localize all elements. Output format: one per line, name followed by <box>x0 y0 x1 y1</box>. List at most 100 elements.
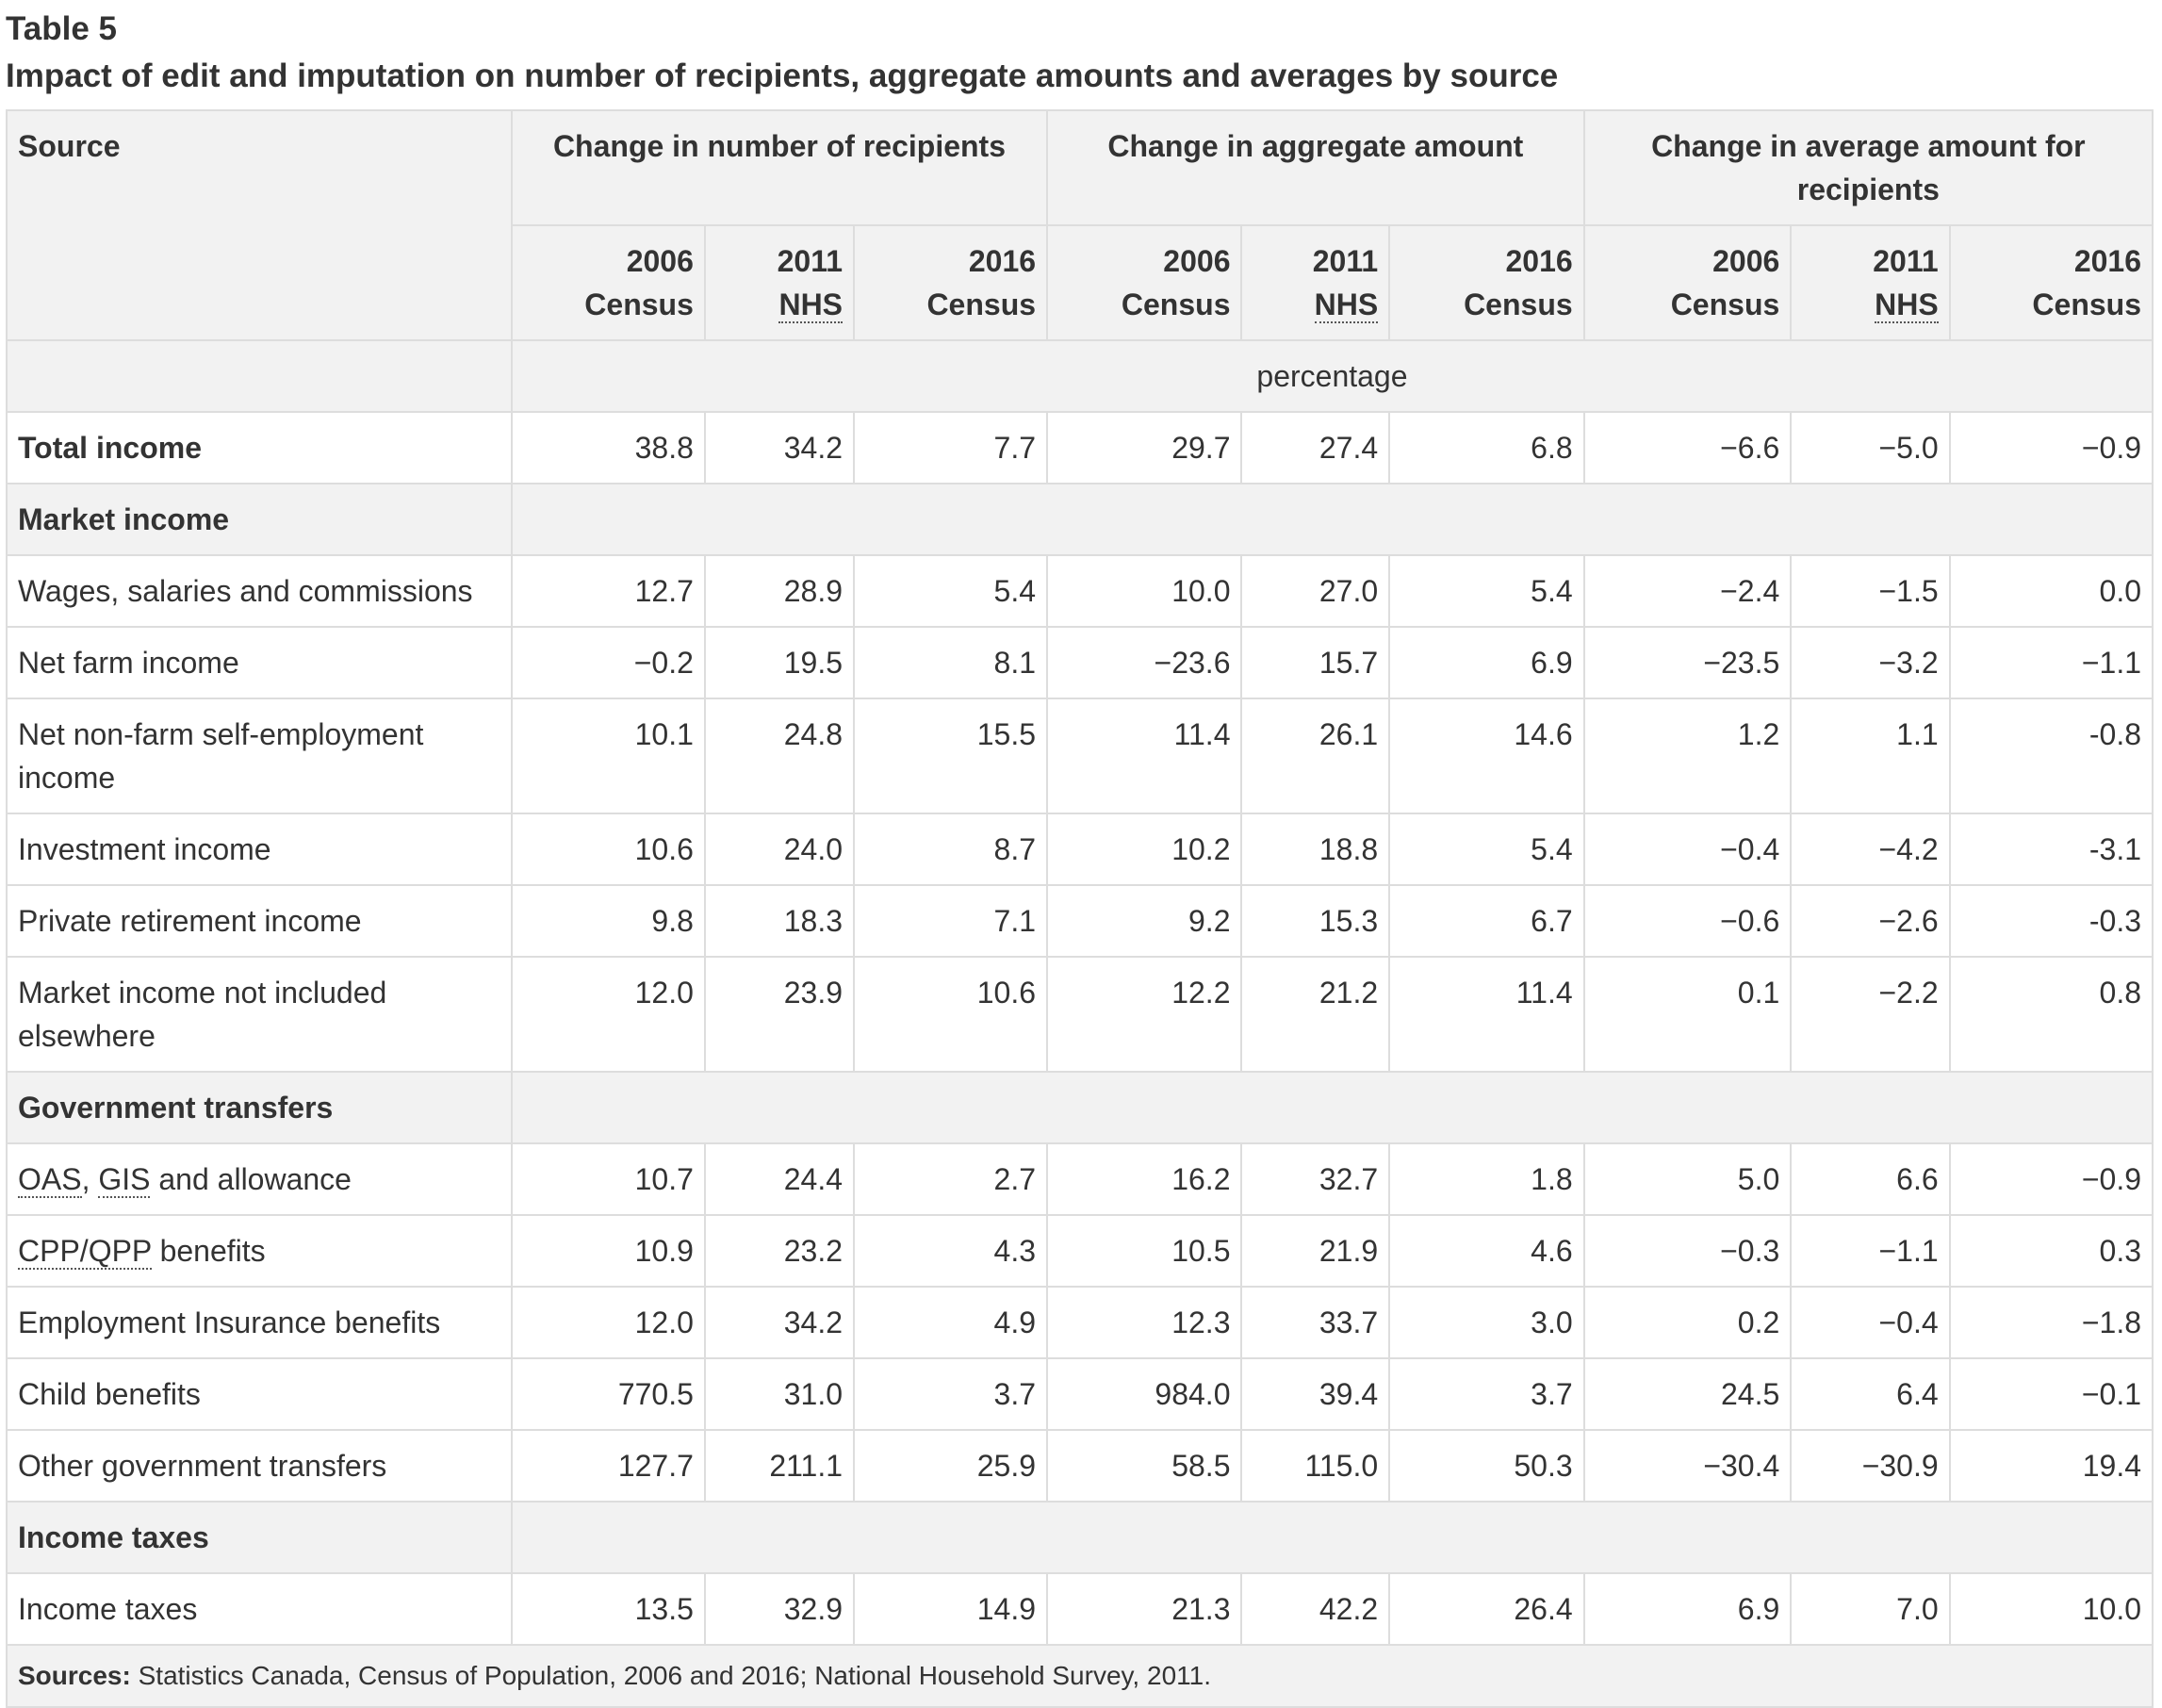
header-row-unit: percentage <box>6 339 2154 413</box>
cell-value: 42.2 <box>1240 1572 1391 1646</box>
table-number: Table 5 <box>6 10 118 47</box>
nhs-abbreviation[interactable]: NHS <box>778 287 844 323</box>
cell-value: −6.6 <box>1582 411 1793 484</box>
cell-value: −0.6 <box>1582 884 1793 958</box>
cell-value: 6.8 <box>1388 411 1585 484</box>
row-label: Child benefits <box>6 1357 513 1431</box>
cell-value: 10.1 <box>510 698 706 814</box>
cell-value: 24.8 <box>703 698 856 814</box>
cell-value: 34.2 <box>703 1286 856 1359</box>
nhs-abbreviation[interactable]: NHS <box>1875 287 1939 323</box>
header-year: 2016 Census <box>1948 224 2154 341</box>
cell-value: -0.8 <box>1948 698 2154 814</box>
table-title: Impact of edit and imputation on number … <box>6 57 1559 94</box>
cell-value: −4.2 <box>1790 813 1951 886</box>
section-row-government-transfers: Government transfers <box>6 1071 2154 1144</box>
cell-value: 10.2 <box>1046 813 1243 886</box>
table-row-cpp: CPP/QPP benefits 10.9 23.2 4.3 10.5 21.9… <box>6 1214 2154 1288</box>
cpp-qpp-abbreviation[interactable]: CPP/QPP <box>18 1234 152 1270</box>
cell-value: 26.1 <box>1240 698 1391 814</box>
cell-value: −0.1 <box>1948 1357 2154 1431</box>
header-row-groups: Source Change in number of recipients Ch… <box>6 109 2154 341</box>
cell-value: −30.4 <box>1582 1429 1793 1503</box>
sources-text: Statistics Canada, Census of Population,… <box>130 1661 1211 1690</box>
cell-value: 4.3 <box>853 1214 1049 1288</box>
cell-value: 5.4 <box>1388 554 1585 628</box>
cell-value: 6.6 <box>1790 1142 1951 1216</box>
cell-value: 15.5 <box>853 698 1049 814</box>
cell-value: 19.4 <box>1948 1429 2154 1503</box>
oas-abbreviation[interactable]: OAS <box>18 1162 82 1198</box>
section-heading: Government transfers <box>6 1071 513 1144</box>
section-heading: Market income <box>6 483 513 556</box>
cell-value: 3.0 <box>1388 1286 1585 1359</box>
cell-value: 14.6 <box>1388 698 1585 814</box>
cell-value: −2.2 <box>1790 956 1951 1073</box>
cell-value: 1.2 <box>1582 698 1793 814</box>
table-footer-row: Sources: Statistics Canada, Census of Po… <box>6 1644 2154 1708</box>
cell-value: 7.1 <box>853 884 1049 958</box>
cell-value: 21.2 <box>1240 956 1391 1073</box>
header-year: 2011 NHS <box>1240 224 1391 341</box>
sources-label: Sources: <box>18 1661 131 1690</box>
cell-value: 3.7 <box>1388 1357 1585 1431</box>
header-group-aggregate: Change in aggregate amount <box>1046 109 1585 226</box>
header-year: 2016 Census <box>853 224 1049 341</box>
cell-value: 2.7 <box>853 1142 1049 1216</box>
section-row-income-taxes: Income taxes <box>6 1501 2154 1574</box>
row-label: Market income not included elsewhere <box>6 956 513 1073</box>
cell-value: 5.4 <box>1388 813 1585 886</box>
cell-value: 10.6 <box>853 956 1049 1073</box>
row-label: Net non-farm self-employment income <box>6 698 513 814</box>
cell-value: −1.8 <box>1948 1286 2154 1359</box>
cell-value: 4.6 <box>1388 1214 1585 1288</box>
cell-value: −0.4 <box>1790 1286 1951 1359</box>
cell-value: 33.7 <box>1240 1286 1391 1359</box>
table-row-market-other: Market income not included elsewhere 12.… <box>6 956 2154 1073</box>
nhs-abbreviation[interactable]: NHS <box>1314 287 1379 323</box>
cell-value: 24.0 <box>703 813 856 886</box>
table-row-wages: Wages, salaries and commissions 12.7 28.… <box>6 554 2154 628</box>
cell-value: -0.3 <box>1948 884 2154 958</box>
cell-value: 1.1 <box>1790 698 1951 814</box>
row-label: Total income <box>6 411 513 484</box>
row-label: Wages, salaries and commissions <box>6 554 513 628</box>
gis-abbreviation[interactable]: GIS <box>98 1162 151 1198</box>
cell-value: 38.8 <box>510 411 706 484</box>
table-row-oas: OAS, GIS and allowance 10.7 24.4 2.7 16.… <box>6 1142 2154 1216</box>
cell-value: −2.4 <box>1582 554 1793 628</box>
cell-value: 13.5 <box>510 1572 706 1646</box>
header-group-average: Change in average amount for recipients <box>1582 109 2154 226</box>
cell-value: −30.9 <box>1790 1429 1951 1503</box>
cell-value: 4.9 <box>853 1286 1049 1359</box>
cell-value: 27.0 <box>1240 554 1391 628</box>
cell-value: 10.0 <box>1046 554 1243 628</box>
cell-value: -3.1 <box>1948 813 2154 886</box>
header-year: 2006 Census <box>1046 224 1243 341</box>
cell-value: 6.7 <box>1388 884 1585 958</box>
cell-value: 11.4 <box>1388 956 1585 1073</box>
cell-value: 1.8 <box>1388 1142 1585 1216</box>
cell-value: −1.5 <box>1790 554 1951 628</box>
cell-value: 19.5 <box>703 626 856 699</box>
section-filler <box>510 1071 2154 1144</box>
cell-value: 10.6 <box>510 813 706 886</box>
cell-value: 211.1 <box>703 1429 856 1503</box>
cell-value: 0.0 <box>1948 554 2154 628</box>
cell-value: 12.3 <box>1046 1286 1243 1359</box>
row-label: Other government transfers <box>6 1429 513 1503</box>
cell-value: 25.9 <box>853 1429 1049 1503</box>
cell-value: 26.4 <box>1388 1572 1585 1646</box>
cell-value: 0.1 <box>1582 956 1793 1073</box>
table-container: Table 5 Impact of edit and imputation on… <box>6 6 2156 1708</box>
cell-value: −23.5 <box>1582 626 1793 699</box>
cell-value: −1.1 <box>1790 1214 1951 1288</box>
cell-value: 23.2 <box>703 1214 856 1288</box>
header-year: 2006 Census <box>510 224 706 341</box>
row-label: Income taxes <box>6 1572 513 1646</box>
cell-value: 6.9 <box>1582 1572 1793 1646</box>
section-filler <box>510 483 2154 556</box>
table-row-ei: Employment Insurance benefits 12.0 34.2 … <box>6 1286 2154 1359</box>
cell-value: 5.4 <box>853 554 1049 628</box>
cell-value: 6.4 <box>1790 1357 1951 1431</box>
